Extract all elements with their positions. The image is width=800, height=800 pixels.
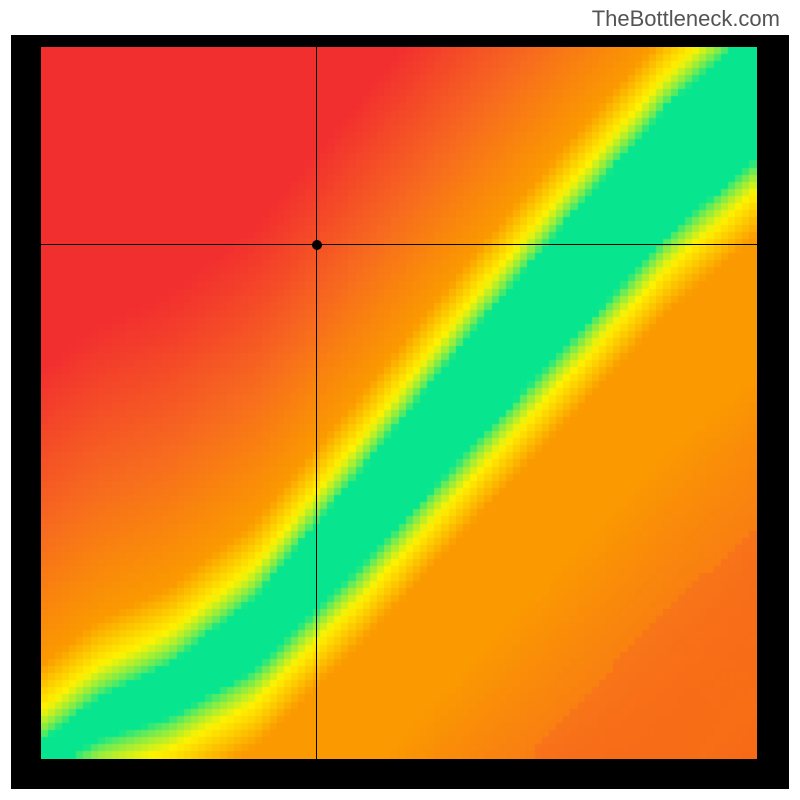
crosshair-marker (312, 240, 322, 250)
watermark-text: TheBottleneck.com (592, 6, 780, 32)
crosshair-horizontal (41, 244, 757, 245)
crosshair-vertical (316, 47, 317, 759)
chart-outer-frame (11, 35, 789, 789)
heatmap-canvas (41, 47, 757, 759)
heatmap-plot-area (41, 47, 757, 759)
